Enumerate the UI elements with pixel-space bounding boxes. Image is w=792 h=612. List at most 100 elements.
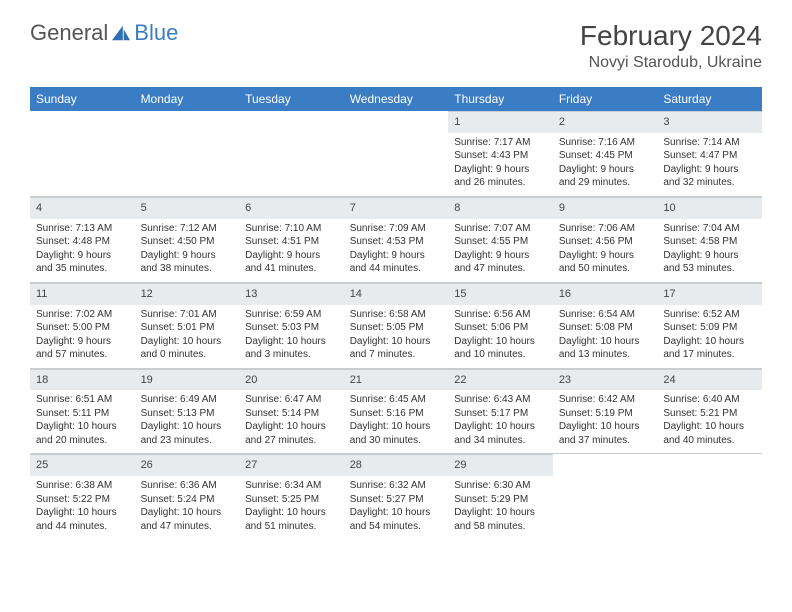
calendar-cell: 25Sunrise: 6:38 AMSunset: 5:22 PMDayligh…: [30, 454, 135, 539]
daylight-line1: Daylight: 10 hours: [245, 506, 338, 520]
sunset-text: Sunset: 5:11 PM: [36, 407, 129, 421]
day-body: Sunrise: 6:59 AMSunset: 5:03 PMDaylight:…: [239, 305, 344, 368]
daylight-line1: Daylight: 10 hours: [141, 506, 234, 520]
sunset-text: Sunset: 5:22 PM: [36, 493, 129, 507]
day-number: 29: [448, 454, 553, 476]
month-title: February 2024: [580, 20, 762, 52]
day-number: 21: [344, 369, 449, 391]
daylight-line2: and 41 minutes.: [245, 262, 338, 276]
day-body: Sunrise: 6:30 AMSunset: 5:29 PMDaylight:…: [448, 476, 553, 539]
day-body: Sunrise: 6:51 AMSunset: 5:11 PMDaylight:…: [30, 390, 135, 453]
sunset-text: Sunset: 4:45 PM: [559, 149, 652, 163]
sunrise-text: Sunrise: 7:04 AM: [663, 222, 756, 236]
day-number: 13: [239, 283, 344, 305]
daylight-line2: and 40 minutes.: [663, 434, 756, 448]
daylight-line1: Daylight: 10 hours: [245, 335, 338, 349]
daylight-line2: and 0 minutes.: [141, 348, 234, 362]
sunrise-text: Sunrise: 6:30 AM: [454, 479, 547, 493]
sunset-text: Sunset: 5:21 PM: [663, 407, 756, 421]
sunrise-text: Sunrise: 7:07 AM: [454, 222, 547, 236]
sunrise-text: Sunrise: 7:06 AM: [559, 222, 652, 236]
day-number: 18: [30, 369, 135, 391]
day-body: Sunrise: 6:43 AMSunset: 5:17 PMDaylight:…: [448, 390, 553, 453]
day-body: Sunrise: 7:07 AMSunset: 4:55 PMDaylight:…: [448, 219, 553, 282]
sunrise-text: Sunrise: 7:02 AM: [36, 308, 129, 322]
sunset-text: Sunset: 4:50 PM: [141, 235, 234, 249]
sunset-text: Sunset: 5:27 PM: [350, 493, 443, 507]
title-block: February 2024 Novyi Starodub, Ukraine: [580, 20, 762, 72]
sunset-text: Sunset: 4:55 PM: [454, 235, 547, 249]
calendar-cell: 3Sunrise: 7:14 AMSunset: 4:47 PMDaylight…: [657, 111, 762, 196]
day-number: 24: [657, 369, 762, 391]
day-body: Sunrise: 7:06 AMSunset: 4:56 PMDaylight:…: [553, 219, 658, 282]
daylight-line2: and 27 minutes.: [245, 434, 338, 448]
day-body: Sunrise: 6:52 AMSunset: 5:09 PMDaylight:…: [657, 305, 762, 368]
daylight-line1: Daylight: 9 hours: [559, 249, 652, 263]
daylight-line1: Daylight: 9 hours: [663, 163, 756, 177]
day-body: Sunrise: 6:47 AMSunset: 5:14 PMDaylight:…: [239, 390, 344, 453]
calendar-cell: [344, 111, 449, 196]
daylight-line1: Daylight: 10 hours: [141, 335, 234, 349]
daylight-line2: and 53 minutes.: [663, 262, 756, 276]
calendar-cell: [30, 111, 135, 196]
daylight-line2: and 38 minutes.: [141, 262, 234, 276]
daylight-line2: and 57 minutes.: [36, 348, 129, 362]
daylight-line2: and 54 minutes.: [350, 520, 443, 534]
day-body: Sunrise: 6:40 AMSunset: 5:21 PMDaylight:…: [657, 390, 762, 453]
day-body: Sunrise: 6:36 AMSunset: 5:24 PMDaylight:…: [135, 476, 240, 539]
calendar-cell: 19Sunrise: 6:49 AMSunset: 5:13 PMDayligh…: [135, 368, 240, 454]
sunset-text: Sunset: 5:03 PM: [245, 321, 338, 335]
daylight-line2: and 10 minutes.: [454, 348, 547, 362]
daylight-line2: and 58 minutes.: [454, 520, 547, 534]
calendar-cell: 27Sunrise: 6:34 AMSunset: 5:25 PMDayligh…: [239, 454, 344, 539]
day-header-row: Sunday Monday Tuesday Wednesday Thursday…: [30, 87, 762, 111]
day-body: Sunrise: 7:04 AMSunset: 4:58 PMDaylight:…: [657, 219, 762, 282]
calendar-cell: 22Sunrise: 6:43 AMSunset: 5:17 PMDayligh…: [448, 368, 553, 454]
calendar-cell: 12Sunrise: 7:01 AMSunset: 5:01 PMDayligh…: [135, 282, 240, 368]
sunrise-text: Sunrise: 6:56 AM: [454, 308, 547, 322]
daylight-line1: Daylight: 9 hours: [559, 163, 652, 177]
sunset-text: Sunset: 5:17 PM: [454, 407, 547, 421]
brand-part1: General: [30, 20, 108, 46]
dayheader-sat: Saturday: [657, 87, 762, 111]
sunset-text: Sunset: 5:29 PM: [454, 493, 547, 507]
sunrise-text: Sunrise: 6:34 AM: [245, 479, 338, 493]
sail-icon: [110, 24, 132, 42]
day-number: 2: [553, 111, 658, 133]
day-body: Sunrise: 6:58 AMSunset: 5:05 PMDaylight:…: [344, 305, 449, 368]
page-header: General Blue February 2024 Novyi Starodu…: [30, 20, 762, 72]
calendar-cell: 7Sunrise: 7:09 AMSunset: 4:53 PMDaylight…: [344, 196, 449, 282]
daylight-line1: Daylight: 9 hours: [454, 249, 547, 263]
day-body: Sunrise: 6:32 AMSunset: 5:27 PMDaylight:…: [344, 476, 449, 539]
calendar-cell: 16Sunrise: 6:54 AMSunset: 5:08 PMDayligh…: [553, 282, 658, 368]
sunrise-text: Sunrise: 6:43 AM: [454, 393, 547, 407]
day-body: Sunrise: 6:54 AMSunset: 5:08 PMDaylight:…: [553, 305, 658, 368]
day-number: 25: [30, 454, 135, 476]
day-body: Sunrise: 6:56 AMSunset: 5:06 PMDaylight:…: [448, 305, 553, 368]
day-number: 9: [553, 197, 658, 219]
day-number: 7: [344, 197, 449, 219]
day-number: 6: [239, 197, 344, 219]
daylight-line2: and 44 minutes.: [350, 262, 443, 276]
daylight-line1: Daylight: 10 hours: [559, 420, 652, 434]
sunset-text: Sunset: 5:06 PM: [454, 321, 547, 335]
sunrise-text: Sunrise: 6:32 AM: [350, 479, 443, 493]
day-body: Sunrise: 7:16 AMSunset: 4:45 PMDaylight:…: [553, 133, 658, 196]
calendar-cell: 20Sunrise: 6:47 AMSunset: 5:14 PMDayligh…: [239, 368, 344, 454]
daylight-line2: and 47 minutes.: [454, 262, 547, 276]
daylight-line2: and 51 minutes.: [245, 520, 338, 534]
sunrise-text: Sunrise: 6:58 AM: [350, 308, 443, 322]
sunrise-text: Sunrise: 6:51 AM: [36, 393, 129, 407]
day-number: 27: [239, 454, 344, 476]
dayheader-wed: Wednesday: [344, 87, 449, 111]
calendar-cell: 2Sunrise: 7:16 AMSunset: 4:45 PMDaylight…: [553, 111, 658, 196]
sunset-text: Sunset: 4:48 PM: [36, 235, 129, 249]
sunset-text: Sunset: 4:58 PM: [663, 235, 756, 249]
calendar-cell: 9Sunrise: 7:06 AMSunset: 4:56 PMDaylight…: [553, 196, 658, 282]
daylight-line2: and 17 minutes.: [663, 348, 756, 362]
sunrise-text: Sunrise: 7:14 AM: [663, 136, 756, 150]
day-number: 8: [448, 197, 553, 219]
calendar-cell: 21Sunrise: 6:45 AMSunset: 5:16 PMDayligh…: [344, 368, 449, 454]
sunset-text: Sunset: 5:01 PM: [141, 321, 234, 335]
day-body: Sunrise: 6:34 AMSunset: 5:25 PMDaylight:…: [239, 476, 344, 539]
